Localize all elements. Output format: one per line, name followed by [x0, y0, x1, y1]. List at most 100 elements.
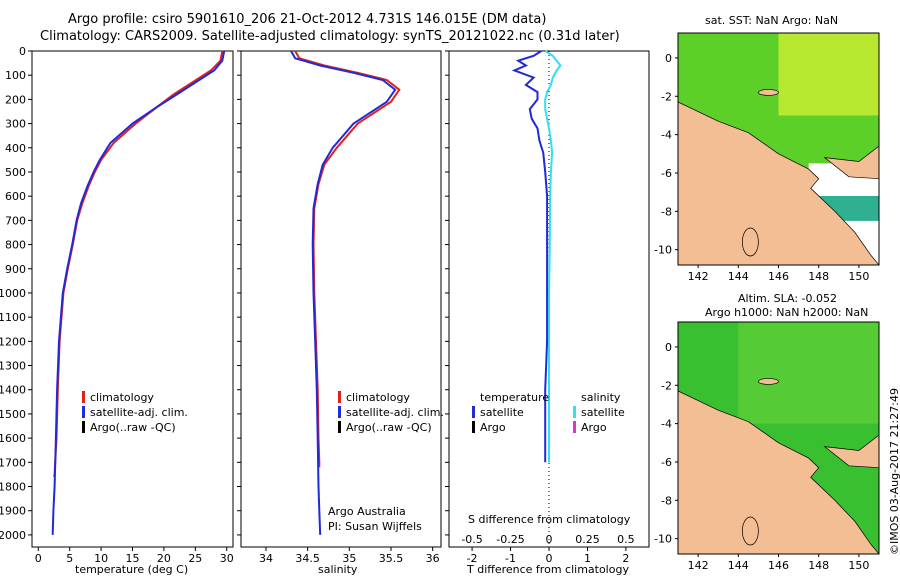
map-y-tick-label: -10 — [654, 244, 672, 257]
map-y-tick-label: -2 — [661, 90, 672, 103]
legend-item-argo: Argo(..raw -QC) — [338, 420, 444, 435]
sla-field2 — [738, 322, 879, 424]
y-tick-label: 100 — [5, 69, 26, 82]
legend-title: salinity — [581, 391, 621, 404]
map-x-tick-label: 150 — [848, 270, 869, 283]
header-line1: Argo profile: csiro 5901610_206 21-Oct-2… — [68, 12, 547, 27]
x-tick-label: 30 — [220, 552, 234, 565]
y-tick-label: 1700 — [0, 456, 26, 469]
imos-stamp: ©IMOS 03-Aug-2017 21:27:49 — [888, 388, 900, 555]
legend-diff-salinity: salinity satellite Argo — [573, 390, 625, 435]
y-tick-label: 700 — [5, 214, 26, 227]
t-difference-label: T difference from climatology — [467, 563, 629, 576]
map-y-tick-label: -4 — [661, 129, 672, 142]
map-x-tick-label: 142 — [688, 270, 709, 283]
sst-warm — [778, 33, 879, 116]
y-tick-label: 300 — [5, 118, 26, 131]
map-x-tick-label: 144 — [728, 270, 749, 283]
map-y-tick-label: 0 — [665, 52, 672, 65]
map-y-tick-label: -6 — [661, 167, 672, 180]
x-tick-label: 15 — [126, 552, 140, 565]
y-tick-label: 1900 — [0, 505, 26, 518]
salinity-axis-label: salinity — [318, 563, 358, 576]
map-x-tick-label: 146 — [768, 559, 789, 572]
y-tick-label: 900 — [5, 263, 26, 276]
legend-item-climatology: climatology — [338, 390, 444, 405]
x-tick-label: 36 — [426, 552, 440, 565]
x-tick-label: 5 — [66, 552, 73, 565]
y-tick-label: 200 — [5, 93, 26, 106]
x-tick-label: 35 — [342, 552, 356, 565]
x-tick-label: 0 — [35, 552, 42, 565]
salinity-annotation-2: PI: Susan Wijffels — [328, 520, 422, 533]
map-y-tick-label: -2 — [661, 379, 672, 392]
temperature-axis-label: temperature (deg C) — [75, 563, 189, 576]
y-tick-label: 500 — [5, 166, 26, 179]
x2-tick-label: 0.5 — [617, 533, 635, 546]
x-tick-label: -1 — [505, 552, 516, 565]
map-bottom — [675, 321, 880, 557]
y-tick-label: 1400 — [0, 384, 26, 397]
y-tick-label: 1200 — [0, 335, 26, 348]
map-bottom-title1: Altim. SLA: -0.052 — [738, 292, 838, 305]
y-tick-label: 1100 — [0, 311, 26, 324]
series-line-difference-1 — [544, 50, 562, 463]
legend-item-satellite: satellite-adj. clim. — [338, 405, 444, 420]
plot-frame-salinity — [240, 50, 442, 548]
legend-salinity: climatology satellite-adj. clim. Argo(..… — [338, 390, 444, 435]
legend-diff-temperature: temperature satellite Argo — [472, 390, 549, 435]
reef-outline — [742, 516, 759, 546]
x-tick-label: 25 — [188, 552, 202, 565]
x-tick-label: 35.5 — [379, 552, 404, 565]
x-tick-label: 0 — [546, 552, 553, 565]
map-y-tick-label: -10 — [654, 533, 672, 546]
series-line-difference-0 — [511, 50, 549, 463]
y-tick-label: 600 — [5, 190, 26, 203]
header-line2: Climatology: CARS2009. Satellite-adjuste… — [40, 29, 620, 44]
x2-tick-label: -0.5 — [461, 533, 482, 546]
map-y-tick-label: -8 — [661, 205, 672, 218]
legend-item-satellite: satellite — [472, 405, 549, 420]
map-top-title: sat. SST: NaN Argo: NaN — [705, 14, 839, 27]
map-x-tick-label: 144 — [728, 559, 749, 572]
x2-tick-label: 0.25 — [575, 533, 600, 546]
map-inner — [678, 322, 879, 554]
y-tick-label: 1000 — [0, 287, 26, 300]
y-tick-label: 1500 — [0, 408, 26, 421]
map-x-tick-label: 150 — [848, 559, 869, 572]
legend-temperature: climatology satellite-adj. clim. Argo(..… — [82, 390, 188, 435]
x-tick-label: 1 — [584, 552, 591, 565]
legend-item-argo: Argo — [472, 420, 549, 435]
y-tick-label: 400 — [5, 142, 26, 155]
map-y-tick-label: -6 — [661, 456, 672, 469]
x-tick-label: 34.5 — [295, 552, 320, 565]
reef-outline — [742, 227, 759, 257]
series-line-temperature-1 — [51, 50, 226, 535]
map-y-tick-label: -4 — [661, 418, 672, 431]
x-tick-label: 20 — [157, 552, 171, 565]
y-tick-label: 800 — [5, 239, 26, 252]
map-top — [675, 32, 880, 268]
land-mass — [678, 390, 879, 554]
x2-tick-label: 0 — [546, 533, 553, 546]
legend-title: temperature — [480, 391, 550, 404]
map-y-tick-label: 0 — [665, 341, 672, 354]
map-y-tick-label: -8 — [661, 494, 672, 507]
y-tick-label: 1300 — [0, 360, 26, 373]
new-britain — [823, 145, 879, 180]
legend-item-argo: Argo(..raw -QC) — [82, 420, 188, 435]
map-x-tick-label: 148 — [808, 559, 829, 572]
y-tick-label: 1800 — [0, 481, 26, 494]
new-britain — [823, 434, 879, 469]
x-tick-label: -2 — [467, 552, 478, 565]
map-x-tick-label: 148 — [808, 270, 829, 283]
island — [758, 378, 779, 385]
land-mass — [678, 101, 879, 265]
legend-item-argo: Argo — [573, 420, 625, 435]
y-tick-label: 1600 — [0, 432, 26, 445]
map-x-tick-label: 142 — [688, 559, 709, 572]
x-tick-label: 2 — [622, 552, 629, 565]
y-tick-label: 0 — [19, 45, 26, 58]
map-bottom-title2: Argo h1000: NaN h2000: NaN — [705, 306, 869, 319]
s-difference-label: S difference from climatology — [468, 513, 631, 526]
